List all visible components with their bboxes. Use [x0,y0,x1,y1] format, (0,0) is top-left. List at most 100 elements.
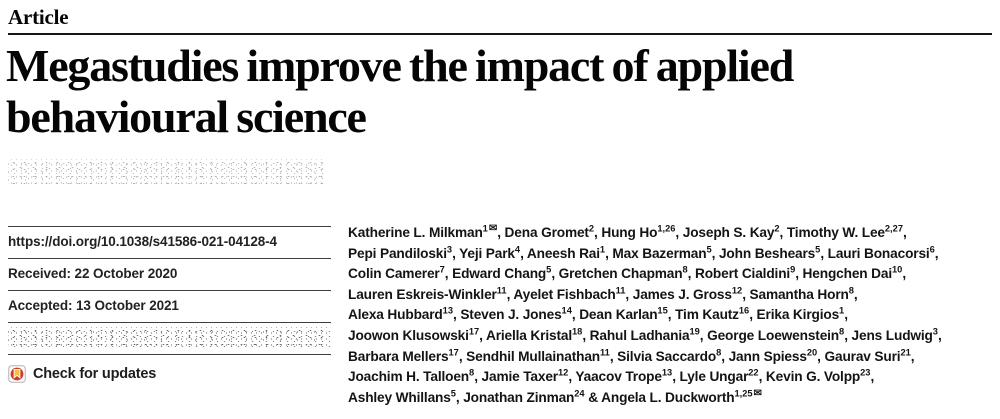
author-affiliation-superscript: 20 [806,347,818,357]
author-affiliation-superscript: 12 [558,367,569,378]
author-affiliation-superscript: 1 [599,244,606,255]
author-affiliation-superscript: 10 [892,264,903,275]
article-meta-sidebar: https://doi.org/10.1038/s41586-021-04128… [8,226,331,383]
author-name: Hung Ho [601,225,658,240]
author-name: Robert Cialdini [694,266,791,282]
author-name: Dean Karlan [579,307,658,323]
author-name: Max Bazerman [612,245,707,261]
author-line: Ashley Whillans5, Jonathan Zinman24 & An… [348,388,762,405]
author-line: Joachim H. Talloen8, Jamie Taxer12, Yaac… [348,367,875,385]
author-affiliation-superscript: 9 [790,264,796,275]
author-affiliation-superscript: 1 [482,223,488,234]
envelope-icon[interactable]: ✉ [488,223,498,235]
author-name: Yaacov Trope [575,369,662,385]
author-affiliation-superscript: 1,25 [734,388,753,399]
received-date: Received: 22 October 2020 [8,258,331,290]
author-name: James J. Gross [632,286,732,302]
doi-link-text[interactable]: https://doi.org/10.1038/s41586-021-04128… [8,234,277,249]
author-affiliation-superscript: 24 [574,388,585,399]
author-line: Lauren Eskreis-Winkler11, Ayelet Fishbac… [348,285,858,302]
author-name: Lauren Eskreis-Winkler [348,286,497,302]
author-name: George Loewenstein [707,327,840,343]
check-for-updates-label: Check for updates [33,366,157,382]
author-name: Sendhil Mullainathan [466,348,601,364]
author-affiliation-superscript: 3 [932,326,938,337]
author-affiliation-superscript: 8 [716,347,722,357]
author-name: Joowon Klusowski [348,327,469,343]
paper-title: Megastudies improve the impact of applie… [6,40,794,142]
author-affiliation-superscript: 2,27 [884,223,903,234]
author-name: Steven J. Jones [460,307,562,323]
author-affiliation-superscript: 5 [546,264,552,275]
author-name: Yeji Park [459,245,515,261]
author-name: Jamie Taxer [481,369,559,385]
author-name: Joachim H. Talloen [348,369,470,385]
author-line: Pepi Pandiloski3, Yeji Park4, Aneesh Rai… [348,244,939,261]
author-affiliation-superscript: 19 [689,326,700,337]
author-affiliation-superscript: 8 [469,367,475,378]
header-rule [8,33,992,35]
published-online-redacted-row [8,322,331,354]
author-name: Tim Kautz [675,307,739,323]
author-affiliation-superscript: 17 [448,347,459,357]
crossmark-icon [8,365,26,383]
author-affiliation-superscript: 13 [661,367,673,378]
received-date-text: Received: 22 October 2020 [8,266,178,281]
author-name: John Beshears [718,245,816,261]
author-name: Jens Ludwig [851,327,933,343]
author-line: Joowon Klusowski17, Ariella Kristal18, R… [348,326,942,343]
envelope-icon[interactable]: ✉ [753,388,762,400]
author-name: Silvia Saccardo [617,348,717,364]
article-kicker: Article [8,5,69,29]
author-affiliation-superscript: 5 [815,244,821,255]
author-name: Ashley Whillans [348,389,451,405]
author-name: Aneesh Rai [526,245,600,261]
author-name: Alexa Hubbard [348,307,443,323]
author-affiliation-superscript: 11 [496,285,507,296]
author-affiliation-superscript: 8 [682,264,688,275]
author-name: Pepi Pandiloski [348,245,447,261]
author-affiliation-superscript: 8 [839,326,845,337]
redacted-text-below-title [8,159,326,185]
author-name: Hengchen Dai [802,266,893,282]
author-affiliation-superscript: 11 [615,285,626,296]
author-affiliation-superscript: 8 [848,285,854,296]
author-affiliation-superscript: 2 [774,223,780,234]
author-affiliation-superscript: 5 [706,244,712,255]
author-affiliation-superscript: 6 [929,244,935,255]
doi-link[interactable]: https://doi.org/10.1038/s41586-021-04128… [8,226,331,258]
author-affiliation-superscript: 18 [571,326,583,337]
accepted-date-text: Accepted: 13 October 2021 [8,298,179,313]
author-name: Lauri Bonacorsi [827,245,930,261]
author-name: Edward Chang [452,266,547,282]
author-affiliation-superscript: 21 [900,347,911,357]
author-affiliation-superscript: 13 [442,305,453,316]
author-affiliation-superscript: 5 [450,388,456,399]
author-name: Angela L. Duckworth [601,389,735,405]
author-line: Katherine L. Milkman1✉, Dena Gromet2, Hu… [348,223,907,240]
author-affiliation-superscript: 14 [561,305,572,316]
author-affiliation-superscript: 15 [657,305,668,316]
author-name: Timothy W. Lee [786,225,885,240]
redacted-noise [8,327,331,347]
author-affiliation-superscript: 1,26 [657,223,676,234]
author-name: Joseph S. Kay [682,225,775,240]
author-affiliation-superscript: 2 [588,223,595,234]
author-affiliation-superscript: 1 [839,305,845,316]
author-name: Dena Gromet [504,225,589,240]
author-name: Jann Spiess [728,348,807,364]
author-name: Jonathan Zinman [463,389,575,405]
author-name: Erika Kirgios [756,307,840,323]
author-name: Ayelet Fishbach [513,286,616,302]
check-for-updates-button[interactable]: Check for updates [8,354,331,383]
author-affiliation-superscript: 16 [738,305,750,316]
author-line: Barbara Mellers17, Sendhil Mullainathan1… [348,347,915,364]
author-affiliation-superscript: 12 [731,285,743,296]
author-name: Lyle Ungar [679,369,749,385]
author-affiliation-superscript: 22 [748,367,759,378]
author-name: Rahul Ladhania [589,327,690,343]
author-affiliation-superscript: 17 [468,326,480,337]
author-line: Alexa Hubbard13, Steven J. Jones14, Dean… [348,305,848,323]
author-affiliation-superscript: 7 [439,264,445,275]
